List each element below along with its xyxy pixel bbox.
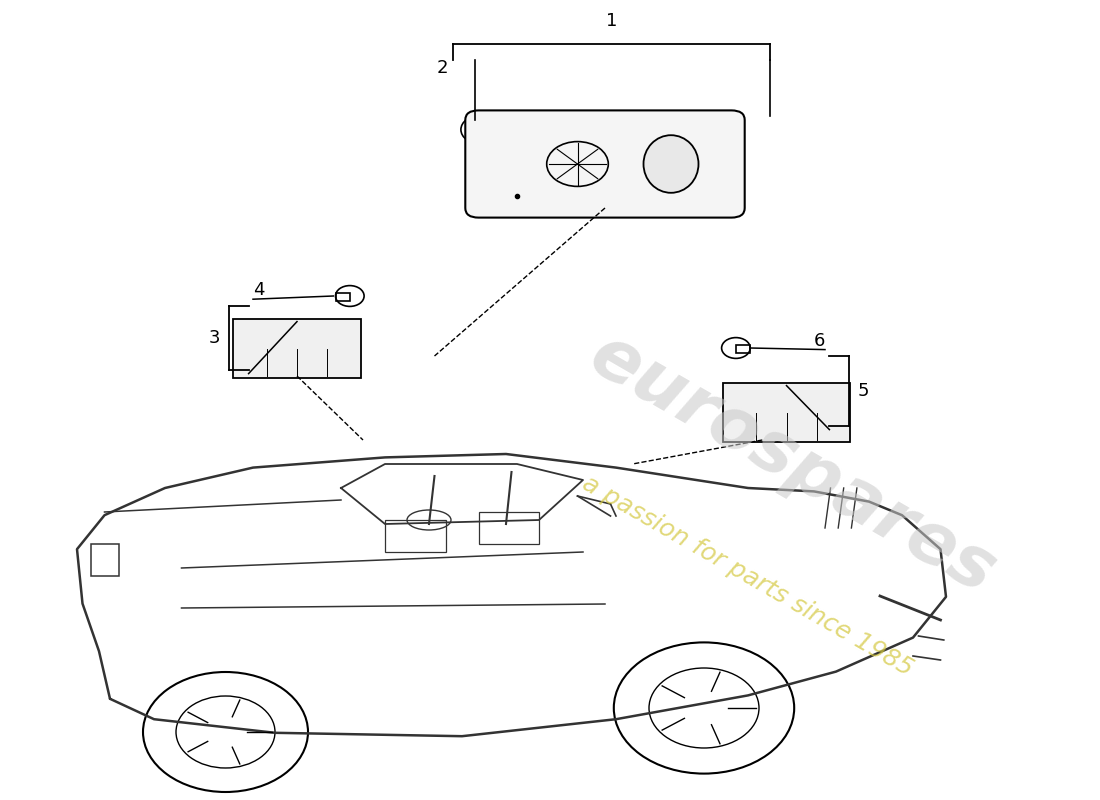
Text: 5: 5: [858, 382, 869, 400]
Bar: [91, 544, 119, 576]
FancyBboxPatch shape: [723, 383, 850, 442]
Text: 2: 2: [437, 59, 448, 77]
FancyBboxPatch shape: [233, 319, 361, 378]
Ellipse shape: [644, 135, 698, 193]
Bar: [385, 520, 446, 552]
Bar: [736, 345, 750, 353]
Text: 4: 4: [253, 282, 264, 299]
Text: eurospares: eurospares: [578, 320, 1006, 608]
Text: 3: 3: [209, 329, 220, 346]
Text: a passion for parts since 1985: a passion for parts since 1985: [579, 471, 917, 681]
Text: 1: 1: [606, 11, 617, 30]
Text: 6: 6: [814, 331, 825, 350]
FancyBboxPatch shape: [465, 110, 745, 218]
Bar: [336, 293, 350, 301]
Bar: [472, 136, 490, 148]
Bar: [478, 512, 539, 544]
